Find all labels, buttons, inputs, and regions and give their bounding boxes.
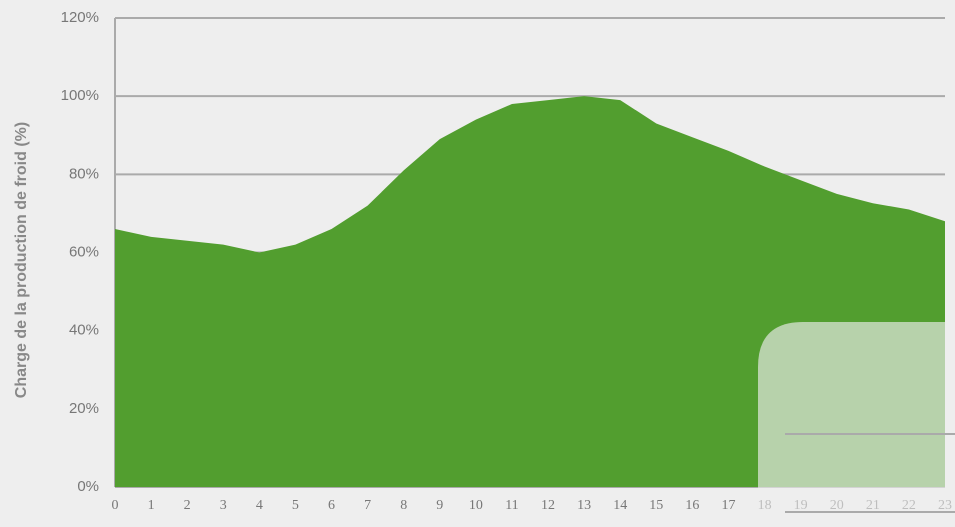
x-tick-label: 13 <box>577 498 591 513</box>
x-tick-label: 15 <box>649 498 663 513</box>
x-tick-label: 5 <box>292 498 299 513</box>
x-tick-label: 2 <box>184 498 191 513</box>
y-tick-label: 60% <box>69 243 99 260</box>
y-tick-label: 40% <box>69 322 99 339</box>
area <box>115 96 945 488</box>
x-tick-label: 4 <box>256 498 263 513</box>
overlay-panel <box>758 322 946 487</box>
x-tick-label: 3 <box>220 498 227 513</box>
y-tick-label: 120% <box>61 9 99 26</box>
y-tick-label: 0% <box>77 478 99 495</box>
x-tick-label: 7 <box>364 498 371 513</box>
x-tick-label: 16 <box>685 498 699 513</box>
x-tick-label: 9 <box>436 498 443 513</box>
overlay-lower <box>758 487 955 522</box>
y-tick-label: 80% <box>69 165 99 182</box>
x-tick-label: 6 <box>328 498 335 513</box>
y-tick-label: 20% <box>69 400 99 417</box>
x-tick-label: 1 <box>148 498 155 513</box>
x-tick-label: 8 <box>400 498 407 513</box>
x-tick-label: 11 <box>505 498 518 513</box>
y-axis-label: Charge de la production de froid (%) <box>13 122 30 398</box>
x-tick-label: 14 <box>613 498 627 513</box>
x-tick-label: 10 <box>469 498 483 513</box>
x-tick-label: 12 <box>541 498 555 513</box>
y-tick-label: 100% <box>61 87 99 104</box>
x-tick-label: 0 <box>112 498 119 513</box>
x-tick-label: 17 <box>721 498 735 513</box>
